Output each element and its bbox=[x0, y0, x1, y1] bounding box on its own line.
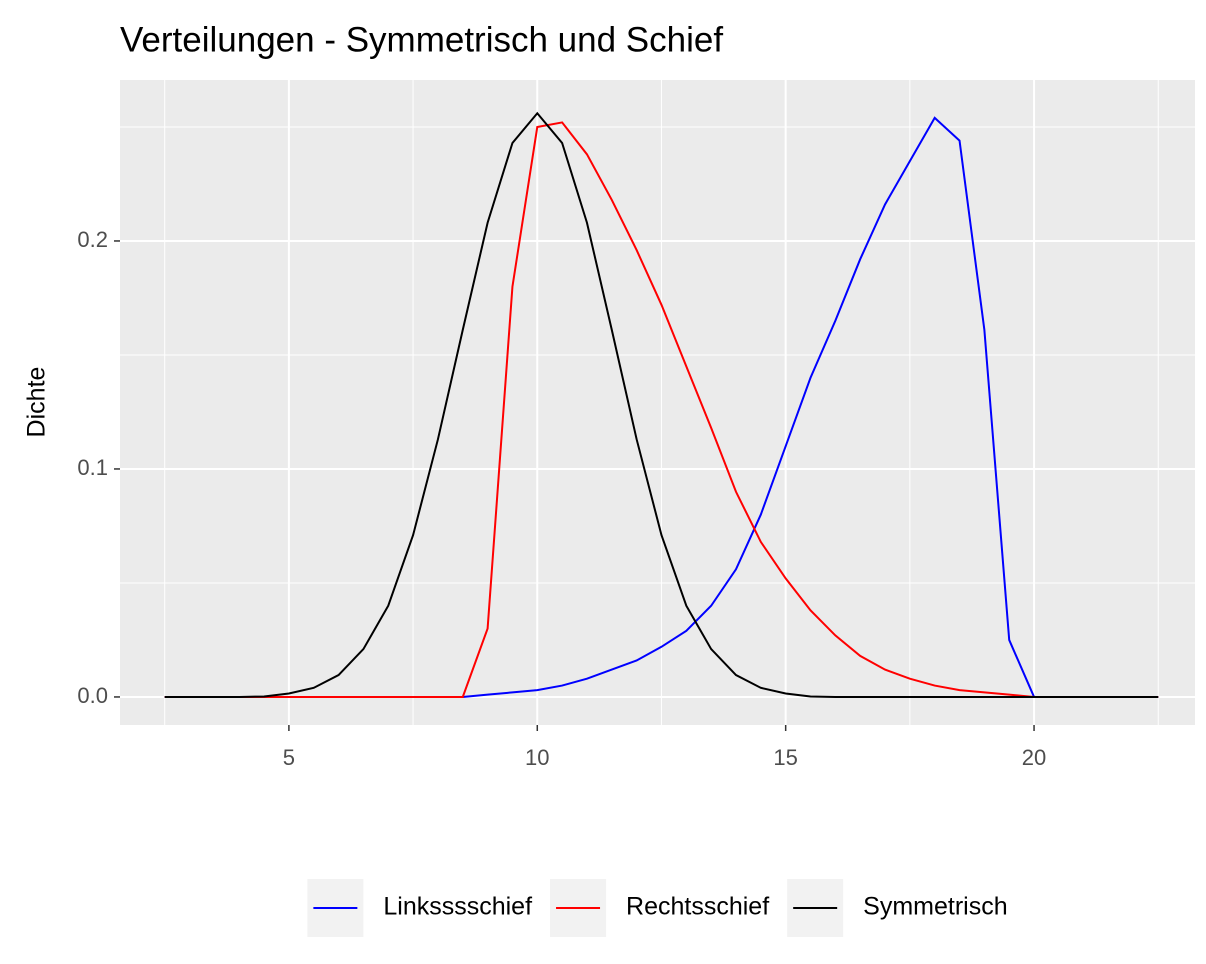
legend-label: Symmetrisch bbox=[863, 893, 1007, 921]
legend-label: Rechtsschief bbox=[626, 893, 769, 921]
x-tick-label: 20 bbox=[1022, 745, 1046, 770]
series-line bbox=[164, 121, 1159, 698]
legend-label: Linksssschief bbox=[383, 893, 532, 921]
series-line bbox=[164, 111, 1159, 698]
y-tick-label: 0.2 bbox=[77, 227, 108, 252]
y-tick-label: 0.0 bbox=[77, 683, 108, 708]
panel bbox=[120, 80, 1195, 725]
x-tick-label: 5 bbox=[283, 745, 295, 770]
chart-title: Verteilungen - Symmetrisch und Schief bbox=[120, 20, 723, 59]
y-tick-label: 0.1 bbox=[77, 455, 108, 480]
y-axis-label: Dichte bbox=[23, 367, 51, 438]
x-tick-label: 10 bbox=[525, 745, 549, 770]
x-tick-label: 15 bbox=[773, 745, 797, 770]
